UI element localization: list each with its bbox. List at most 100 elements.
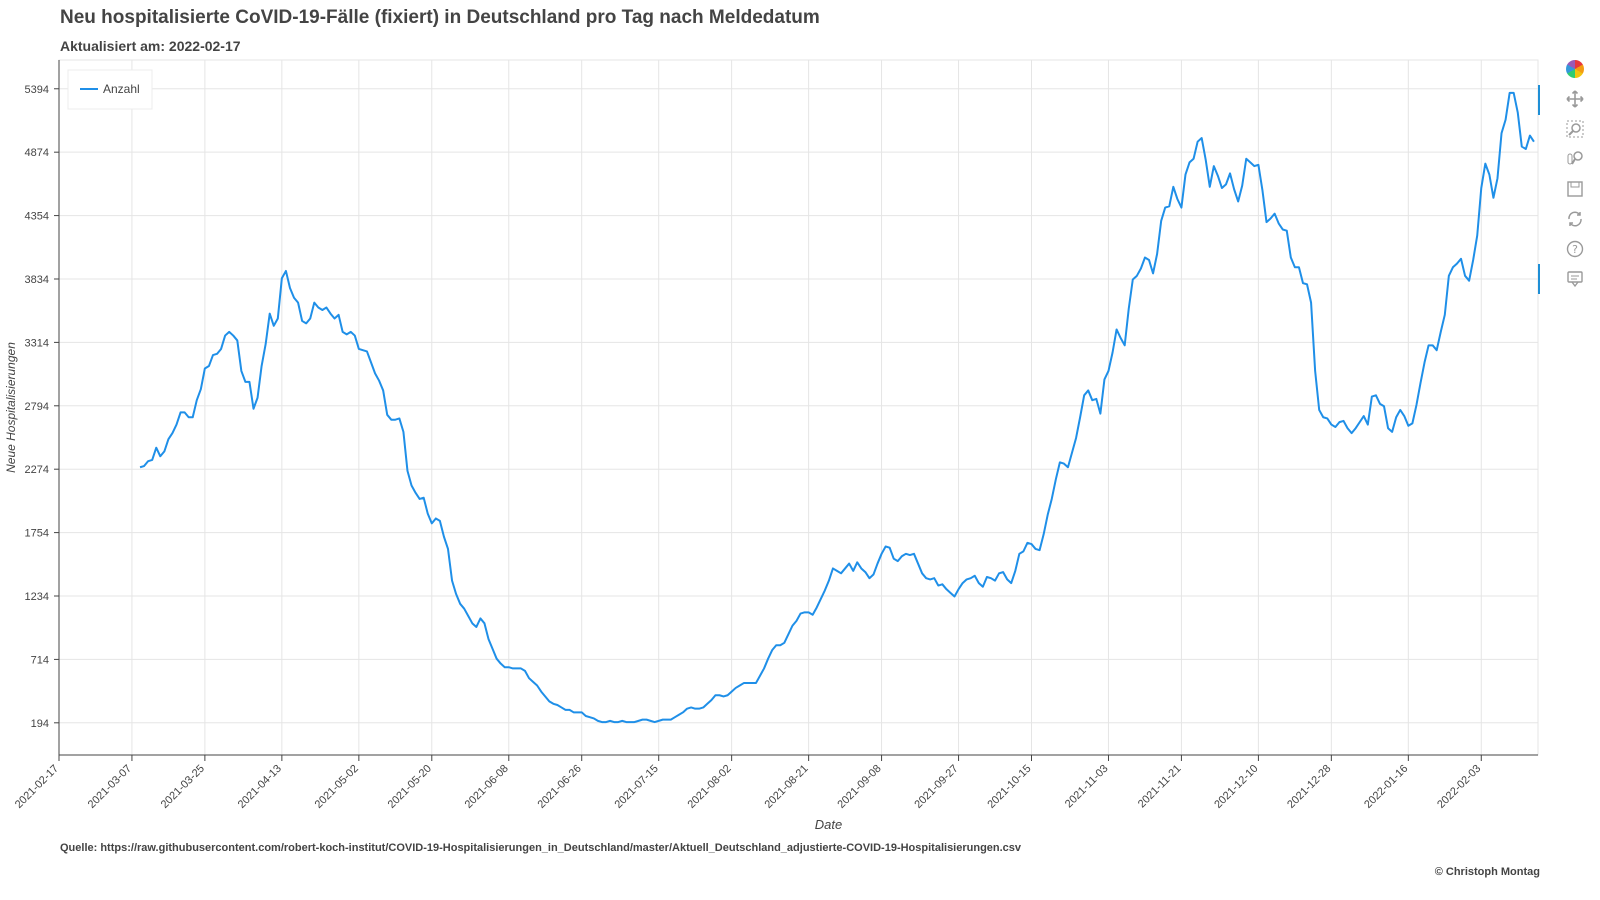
- data-point: [885, 546, 887, 548]
- data-point: [216, 353, 218, 355]
- data-point: [1091, 399, 1093, 401]
- data-point: [796, 620, 798, 622]
- data-point: [1205, 159, 1207, 161]
- data-point: [427, 513, 429, 515]
- data-point: [966, 579, 968, 581]
- data-point: [1225, 184, 1227, 186]
- data-point: [646, 719, 648, 721]
- data-point: [313, 302, 315, 304]
- data-point: [719, 694, 721, 696]
- data-point: [974, 575, 976, 577]
- data-point: [998, 573, 1000, 575]
- wheel-zoom-icon[interactable]: [1564, 148, 1586, 170]
- data-point: [1229, 173, 1231, 175]
- data-point: [917, 563, 919, 565]
- y-tick-label: 3834: [25, 274, 49, 286]
- data-point: [848, 563, 850, 565]
- y-tick-label: 194: [31, 718, 49, 730]
- copyright-note: © Christoph Montag: [1434, 866, 1540, 878]
- data-point: [605, 721, 607, 723]
- data-point: [1468, 280, 1470, 282]
- data-point: [476, 626, 478, 628]
- data-point: [763, 668, 765, 670]
- data-point: [1391, 431, 1393, 433]
- data-point: [354, 335, 356, 337]
- data-point: [1116, 329, 1118, 331]
- data-point: [873, 574, 875, 576]
- data-point: [1476, 235, 1478, 237]
- data-point: [143, 465, 145, 467]
- help-icon[interactable]: ?: [1564, 238, 1586, 260]
- data-point: [508, 666, 510, 668]
- series-line-anzahl: [139, 91, 1535, 724]
- data-point: [1326, 418, 1328, 420]
- data-point: [1387, 427, 1389, 429]
- data-point: [840, 573, 842, 575]
- data-point: [561, 707, 563, 709]
- x-tick-label: 2021-10-15: [985, 763, 1033, 811]
- data-point: [755, 682, 757, 684]
- x-tick-label: 2021-05-20: [386, 763, 434, 811]
- data-point: [800, 613, 802, 615]
- bokeh-logo-icon[interactable]: [1564, 58, 1586, 80]
- data-point: [836, 570, 838, 572]
- data-point: [1258, 164, 1260, 166]
- data-point: [1339, 421, 1341, 423]
- data-point: [557, 704, 559, 706]
- data-point: [1039, 549, 1041, 551]
- data-point: [1083, 395, 1085, 397]
- data-point: [861, 568, 863, 570]
- data-point: [1197, 141, 1199, 143]
- data-point: [658, 720, 660, 722]
- data-point: [869, 577, 871, 579]
- pan-icon[interactable]: [1564, 88, 1586, 110]
- data-point: [301, 320, 303, 322]
- data-point: [585, 715, 587, 717]
- data-point: [1493, 197, 1495, 199]
- data-point: [1027, 542, 1029, 544]
- data-point: [832, 568, 834, 570]
- data-point: [844, 568, 846, 570]
- data-point: [1412, 423, 1414, 425]
- data-point: [1047, 514, 1049, 516]
- data-point: [698, 708, 700, 710]
- data-point: [735, 687, 737, 689]
- data-point: [634, 721, 636, 723]
- data-point: [670, 719, 672, 721]
- data-point: [1347, 427, 1349, 429]
- data-point: [439, 520, 441, 522]
- data-point: [236, 340, 238, 342]
- data-point: [1509, 92, 1511, 94]
- data-point: [1278, 223, 1280, 225]
- data-point: [1375, 395, 1377, 397]
- data-point: [711, 699, 713, 701]
- data-point: [913, 553, 915, 555]
- data-point: [1063, 463, 1065, 465]
- data-point: [536, 685, 538, 687]
- data-point: [938, 585, 940, 587]
- data-point: [1168, 206, 1170, 208]
- data-point: [986, 576, 988, 578]
- box-zoom-icon[interactable]: [1564, 118, 1586, 140]
- data-point: [905, 553, 907, 555]
- data-point: [707, 703, 709, 705]
- data-point: [1314, 370, 1316, 372]
- data-point: [151, 459, 153, 461]
- data-point: [139, 466, 141, 468]
- data-point: [435, 518, 437, 520]
- data-point: [933, 577, 935, 579]
- data-point: [723, 696, 725, 698]
- hover-icon[interactable]: [1564, 268, 1586, 290]
- line-chart[interactable]: 194 714 1234 1754 2274 2794 3314 3834 4354 4874 53…: [0, 0, 1560, 840]
- data-point: [415, 492, 417, 494]
- reset-icon[interactable]: [1564, 208, 1586, 230]
- save-icon[interactable]: [1564, 178, 1586, 200]
- data-point: [747, 682, 749, 684]
- data-point: [1501, 132, 1503, 134]
- data-point: [155, 447, 157, 449]
- data-point: [1282, 229, 1284, 231]
- y-tick-label: 2274: [25, 464, 49, 476]
- legend-label: Anzahl: [103, 82, 140, 96]
- data-point: [269, 313, 271, 315]
- data-point: [147, 460, 149, 462]
